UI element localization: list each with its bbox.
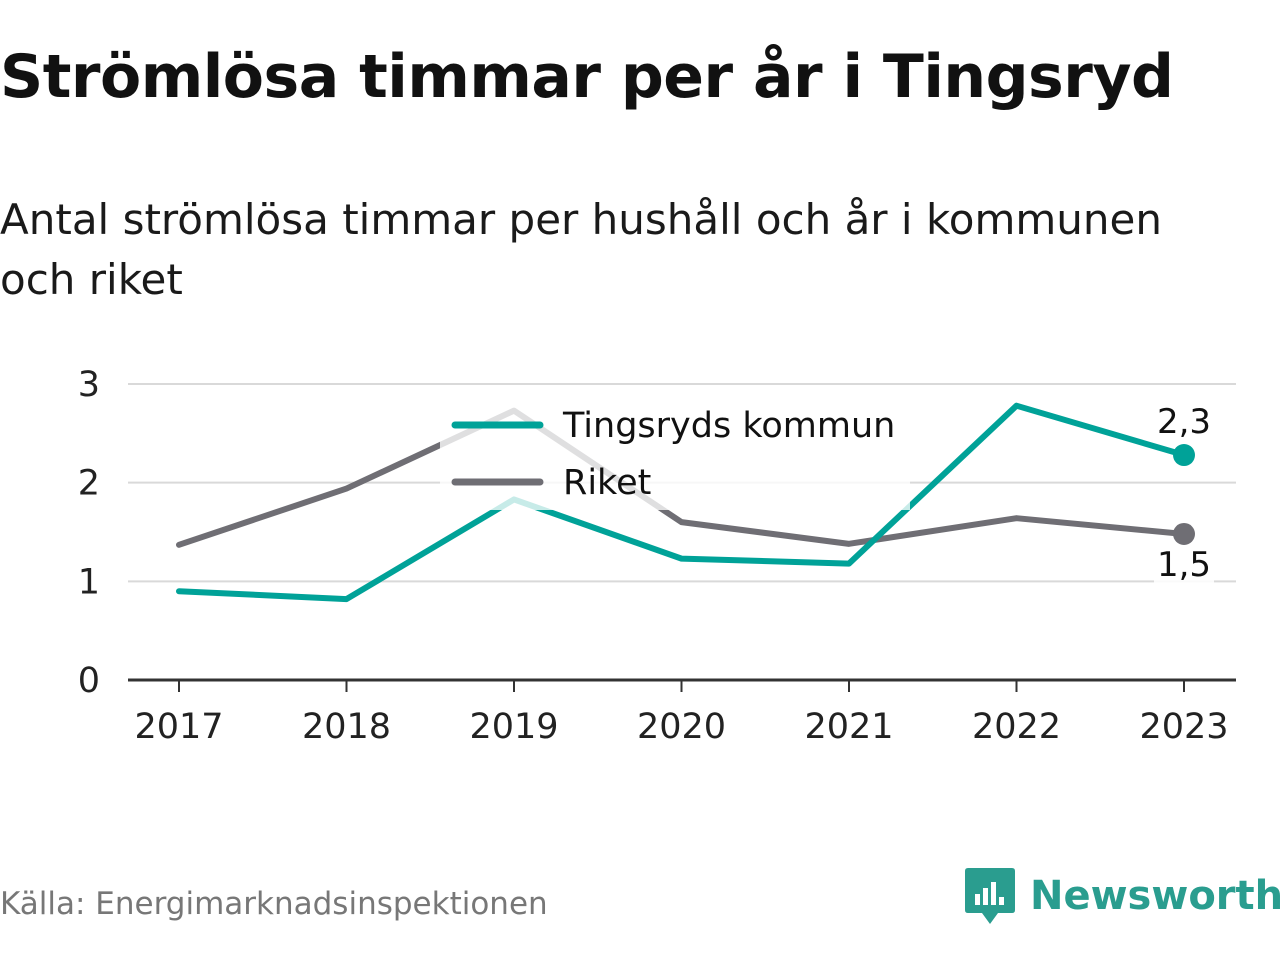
x-tick-label: 2021 — [804, 707, 893, 747]
series-line — [176, 407, 1187, 548]
y-tick-label: 1 — [78, 562, 100, 602]
legend: Tingsryds kommun Riket — [440, 398, 910, 510]
series-lines — [176, 402, 1187, 603]
y-tick-label: 3 — [78, 365, 100, 405]
x-tick-label: 2017 — [134, 707, 223, 747]
data-label-bg — [1154, 545, 1214, 584]
y-tick-label: 2 — [78, 464, 100, 504]
source-note: Källa: Energimarknadsinspektionen — [0, 886, 548, 922]
chart-subtitle: Antal strömlösa timmar per hushåll och å… — [0, 195, 1162, 304]
newsworthy-logo-icon — [965, 868, 1015, 924]
x-tick-label: 2019 — [469, 707, 558, 747]
brand-logo: Newsworthy — [964, 866, 1280, 926]
x-tick-label: 2022 — [972, 707, 1061, 747]
brand-name: Newsworthy — [1030, 873, 1280, 919]
y-tick-label: 0 — [78, 661, 100, 701]
x-axis: 2017 2018 2019 2020 2021 2022 2023 — [128, 678, 1236, 747]
data-label: 2,3 — [1157, 402, 1211, 442]
data-label: 1,5 — [1157, 545, 1211, 585]
x-tick-label: 2023 — [1139, 707, 1228, 747]
x-tick-label: 2020 — [637, 707, 726, 747]
x-tick-label: 2018 — [302, 707, 391, 747]
series-line — [176, 402, 1187, 603]
end-point-marker — [1173, 444, 1195, 467]
legend-box — [440, 398, 910, 510]
y-axis-ticks: 0 1 2 3 — [78, 365, 100, 701]
legend-label: Riket — [563, 463, 651, 503]
legend-label: Tingsryds kommun — [562, 406, 895, 446]
end-points: 2,3 1,5 — [1154, 402, 1214, 585]
end-point-marker — [1173, 522, 1195, 545]
chart-title: Strömlösa timmar per år i Tingsryd — [0, 42, 1174, 112]
